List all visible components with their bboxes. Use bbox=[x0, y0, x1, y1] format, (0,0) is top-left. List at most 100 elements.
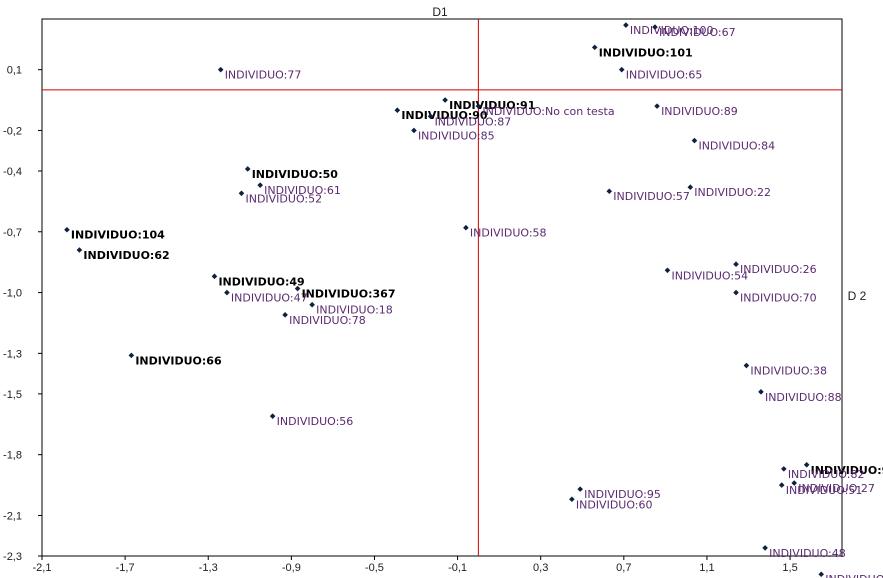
data-point-marker bbox=[618, 66, 625, 73]
data-point-label: INDIVIDUO:26 bbox=[740, 263, 817, 276]
data-point-marker bbox=[269, 413, 276, 419]
data-point-label: INDIVIDUO:62 bbox=[83, 249, 169, 262]
x-tick-label: 1,1 bbox=[699, 562, 714, 574]
data-point-marker bbox=[128, 352, 135, 359]
data-point-label: INDIVIDUO:57 bbox=[613, 190, 690, 203]
data-point-label: INDIVIDUO:87 bbox=[435, 115, 512, 128]
data-point-marker bbox=[463, 224, 469, 231]
data-point-label: INDIVIDUO:104 bbox=[71, 229, 165, 242]
data-point-marker bbox=[654, 103, 660, 109]
data-point-label: INDIVIDUO:56 bbox=[277, 415, 354, 428]
data-point-label: INDIVIDUO:84 bbox=[698, 140, 775, 153]
data-point-marker bbox=[224, 289, 230, 296]
data-point-label: INDIVIDUO:82 bbox=[788, 468, 865, 481]
data-point-label: INDIVIDUO:70 bbox=[740, 292, 817, 305]
x-tick-label: -2,1 bbox=[33, 562, 52, 574]
data-point-marker bbox=[238, 190, 245, 197]
data-point-marker bbox=[294, 285, 301, 292]
y-tick-label: -0,2 bbox=[3, 125, 22, 137]
data-point-label: INDIVIDUO:27 bbox=[798, 482, 875, 495]
data-point-marker bbox=[606, 188, 613, 195]
y-tick-label: -1,0 bbox=[3, 288, 22, 300]
data-point-marker bbox=[569, 496, 575, 503]
data-point-marker bbox=[743, 362, 750, 369]
data-point-marker bbox=[687, 184, 694, 190]
data-point-marker bbox=[781, 466, 787, 472]
y-tick-label: -0,7 bbox=[3, 227, 22, 239]
data-point-label: INDIVIDUO:66 bbox=[135, 354, 222, 367]
data-point-label: INDIVIDUO:38 bbox=[750, 365, 827, 378]
data-point-marker bbox=[475, 103, 482, 109]
x-tick-label: -0,1 bbox=[448, 562, 467, 574]
data-point-label: INDIVIDUO:49 bbox=[218, 275, 304, 288]
data-point-marker bbox=[64, 226, 70, 233]
data-point-label: INDIVIDUO:50 bbox=[252, 168, 339, 181]
data-point-label: INDIVIDUO:100 bbox=[630, 24, 714, 37]
data-point-marker bbox=[427, 113, 434, 120]
data-point-marker bbox=[577, 486, 583, 492]
data-point-marker bbox=[652, 24, 658, 30]
data-point-marker bbox=[411, 127, 417, 134]
y-tick-label: -2,1 bbox=[3, 510, 22, 522]
data-point-marker bbox=[818, 571, 825, 578]
data-point-label: INDIVIDUO:61 bbox=[264, 184, 341, 197]
data-point-label: INDIVIDUO:22 bbox=[694, 186, 771, 199]
data-point-marker bbox=[442, 97, 448, 103]
data-point-label: INDIVIDUO:77 bbox=[225, 69, 302, 82]
y-tick-label: -2,3 bbox=[3, 551, 22, 563]
data-point-label: INDIVIDUO:No con testa bbox=[482, 105, 614, 118]
data-point-label: INDIVIDUO:110 bbox=[825, 573, 883, 578]
data-point-label: INDIVIDUO:47 bbox=[231, 292, 308, 305]
data-point-label: INDIVIDUO:95 bbox=[584, 488, 661, 501]
x-tick-label: -1,7 bbox=[116, 562, 135, 574]
x-tick-label: 0,3 bbox=[533, 562, 548, 574]
x-tick-label: -1,3 bbox=[199, 562, 218, 574]
data-point-label: INDIVIDUO:367 bbox=[302, 288, 396, 301]
data-point-marker bbox=[762, 545, 768, 551]
data-point-marker bbox=[244, 166, 251, 172]
x-tick-label: 0,7 bbox=[616, 562, 631, 574]
data-point-label: INDIVIDUO:18 bbox=[316, 304, 393, 317]
data-point-label: INDIVIDUO:52 bbox=[245, 192, 322, 205]
data-point-label: INDIVIDUO:48 bbox=[769, 547, 846, 560]
y-tick-label: -1,5 bbox=[3, 389, 22, 401]
data-point-label: INDIVIDUO:54 bbox=[671, 269, 748, 282]
data-point-label: INDIVIDUO:101 bbox=[599, 46, 693, 59]
data-point-marker bbox=[733, 289, 739, 296]
data-point-marker bbox=[217, 66, 224, 73]
data-point-marker bbox=[791, 480, 798, 486]
data-point-marker bbox=[76, 247, 83, 253]
data-point-label: INDIVIDUO:65 bbox=[626, 69, 703, 82]
data-point-label: INDIVIDUO:58 bbox=[470, 227, 547, 240]
data-point-label: INDIVIDUO:67 bbox=[659, 26, 736, 39]
x-axis-title: D1 bbox=[432, 5, 448, 19]
data-point-marker bbox=[211, 273, 218, 280]
x-tick-label: 1,5 bbox=[782, 562, 797, 574]
data-point-label: INDIVIDUO:91 bbox=[449, 99, 535, 112]
data-point-marker bbox=[591, 44, 598, 51]
plot-frame bbox=[41, 18, 843, 557]
data-point-marker bbox=[623, 22, 629, 28]
data-point-marker bbox=[282, 312, 288, 318]
data-point-marker bbox=[257, 182, 263, 188]
data-point-label: INDIVIDUO:85 bbox=[418, 129, 495, 142]
data-point-label: INDIVIDUO:60 bbox=[576, 498, 653, 511]
y-tick-label: -1,8 bbox=[3, 450, 22, 462]
data-point-label: INDIVIDUO:90 bbox=[401, 109, 488, 122]
data-point-label: INDIVIDUO:88 bbox=[765, 391, 842, 404]
data-point-marker bbox=[394, 107, 401, 113]
y-tick-label: -1,3 bbox=[3, 348, 22, 360]
data-point-label: INDIVIDUO:98 bbox=[811, 464, 883, 477]
data-point-marker bbox=[778, 482, 785, 488]
data-point-marker bbox=[691, 137, 698, 144]
data-point-label: INDIVIDUO:89 bbox=[661, 105, 738, 118]
data-point-marker bbox=[733, 261, 739, 267]
y-tick-label: 0,1 bbox=[7, 65, 22, 77]
data-point-label: INDIVIDUO:51 bbox=[786, 484, 863, 497]
y-axis-title: D 2 bbox=[848, 289, 867, 303]
axis-ticks: -2,1 -1,7 -1,3 -0,9 -0,5 -0,1 0,3 0,7 1,1 1,5 0,1 -… bbox=[3, 65, 798, 574]
data-point-marker bbox=[758, 389, 764, 395]
x-tick-label: -0,9 bbox=[282, 562, 301, 574]
